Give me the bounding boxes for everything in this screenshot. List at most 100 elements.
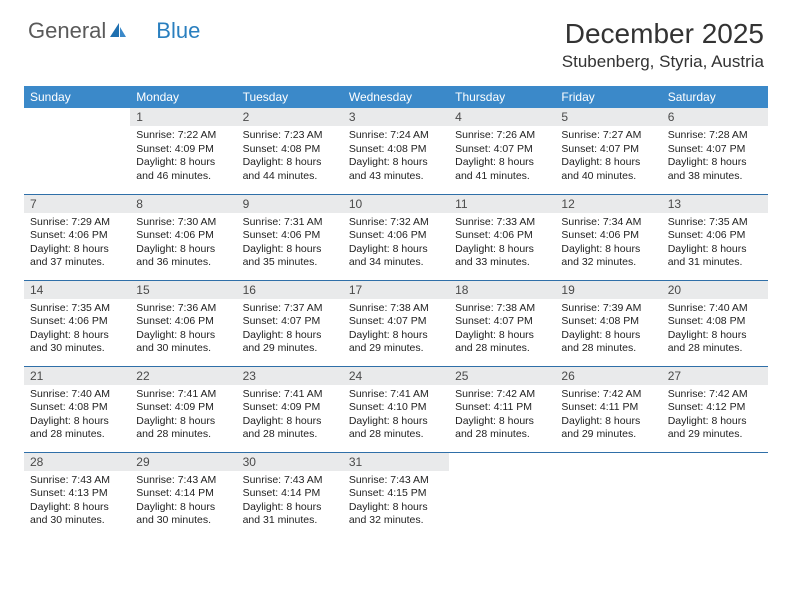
sunrise-text: Sunrise: 7:41 AM bbox=[349, 388, 443, 402]
day-number: 16 bbox=[237, 281, 343, 299]
daylight-text: Daylight: 8 hours and 30 minutes. bbox=[30, 329, 124, 356]
day-body: Sunrise: 7:43 AMSunset: 4:14 PMDaylight:… bbox=[130, 471, 236, 533]
sunset-text: Sunset: 4:07 PM bbox=[455, 143, 549, 157]
calendar-day-cell: 13Sunrise: 7:35 AMSunset: 4:06 PMDayligh… bbox=[662, 194, 768, 280]
calendar-week-row: 1Sunrise: 7:22 AMSunset: 4:09 PMDaylight… bbox=[24, 108, 768, 194]
sunset-text: Sunset: 4:09 PM bbox=[136, 401, 230, 415]
sunrise-text: Sunrise: 7:43 AM bbox=[30, 474, 124, 488]
sunrise-text: Sunrise: 7:28 AM bbox=[668, 129, 762, 143]
sunset-text: Sunset: 4:08 PM bbox=[561, 315, 655, 329]
calendar-day-cell bbox=[555, 452, 661, 538]
sunset-text: Sunset: 4:06 PM bbox=[136, 229, 230, 243]
sunset-text: Sunset: 4:07 PM bbox=[668, 143, 762, 157]
daylight-text: Daylight: 8 hours and 31 minutes. bbox=[243, 501, 337, 528]
daylight-text: Daylight: 8 hours and 37 minutes. bbox=[30, 243, 124, 270]
sunset-text: Sunset: 4:06 PM bbox=[30, 229, 124, 243]
sunset-text: Sunset: 4:08 PM bbox=[243, 143, 337, 157]
day-number: 2 bbox=[237, 108, 343, 126]
calendar-table: Sunday Monday Tuesday Wednesday Thursday… bbox=[24, 86, 768, 538]
calendar-day-cell: 9Sunrise: 7:31 AMSunset: 4:06 PMDaylight… bbox=[237, 194, 343, 280]
day-number: 13 bbox=[662, 195, 768, 213]
calendar-week-row: 28Sunrise: 7:43 AMSunset: 4:13 PMDayligh… bbox=[24, 452, 768, 538]
day-body: Sunrise: 7:41 AMSunset: 4:10 PMDaylight:… bbox=[343, 385, 449, 447]
daylight-text: Daylight: 8 hours and 28 minutes. bbox=[455, 415, 549, 442]
sunrise-text: Sunrise: 7:43 AM bbox=[243, 474, 337, 488]
calendar-day-cell: 11Sunrise: 7:33 AMSunset: 4:06 PMDayligh… bbox=[449, 194, 555, 280]
logo-text-blue: Blue bbox=[156, 18, 200, 44]
calendar-day-cell: 22Sunrise: 7:41 AMSunset: 4:09 PMDayligh… bbox=[130, 366, 236, 452]
daylight-text: Daylight: 8 hours and 35 minutes. bbox=[243, 243, 337, 270]
sunset-text: Sunset: 4:07 PM bbox=[455, 315, 549, 329]
sunset-text: Sunset: 4:11 PM bbox=[455, 401, 549, 415]
sunset-text: Sunset: 4:06 PM bbox=[243, 229, 337, 243]
calendar-day-cell: 4Sunrise: 7:26 AMSunset: 4:07 PMDaylight… bbox=[449, 108, 555, 194]
daylight-text: Daylight: 8 hours and 44 minutes. bbox=[243, 156, 337, 183]
sunset-text: Sunset: 4:14 PM bbox=[136, 487, 230, 501]
day-body: Sunrise: 7:22 AMSunset: 4:09 PMDaylight:… bbox=[130, 126, 236, 188]
day-body: Sunrise: 7:38 AMSunset: 4:07 PMDaylight:… bbox=[449, 299, 555, 361]
sunrise-text: Sunrise: 7:32 AM bbox=[349, 216, 443, 230]
day-body: Sunrise: 7:40 AMSunset: 4:08 PMDaylight:… bbox=[662, 299, 768, 361]
day-body: Sunrise: 7:29 AMSunset: 4:06 PMDaylight:… bbox=[24, 213, 130, 275]
day-body: Sunrise: 7:42 AMSunset: 4:11 PMDaylight:… bbox=[449, 385, 555, 447]
day-body: Sunrise: 7:27 AMSunset: 4:07 PMDaylight:… bbox=[555, 126, 661, 188]
calendar-day-cell: 3Sunrise: 7:24 AMSunset: 4:08 PMDaylight… bbox=[343, 108, 449, 194]
calendar-day-cell: 16Sunrise: 7:37 AMSunset: 4:07 PMDayligh… bbox=[237, 280, 343, 366]
day-number: 27 bbox=[662, 367, 768, 385]
sunset-text: Sunset: 4:08 PM bbox=[30, 401, 124, 415]
sunset-text: Sunset: 4:07 PM bbox=[561, 143, 655, 157]
day-number: 30 bbox=[237, 453, 343, 471]
daylight-text: Daylight: 8 hours and 46 minutes. bbox=[136, 156, 230, 183]
daylight-text: Daylight: 8 hours and 32 minutes. bbox=[561, 243, 655, 270]
daylight-text: Daylight: 8 hours and 38 minutes. bbox=[668, 156, 762, 183]
daylight-text: Daylight: 8 hours and 41 minutes. bbox=[455, 156, 549, 183]
sunrise-text: Sunrise: 7:33 AM bbox=[455, 216, 549, 230]
day-body: Sunrise: 7:39 AMSunset: 4:08 PMDaylight:… bbox=[555, 299, 661, 361]
weekday-header: Monday bbox=[130, 86, 236, 108]
calendar-day-cell: 24Sunrise: 7:41 AMSunset: 4:10 PMDayligh… bbox=[343, 366, 449, 452]
sunset-text: Sunset: 4:06 PM bbox=[136, 315, 230, 329]
sunrise-text: Sunrise: 7:26 AM bbox=[455, 129, 549, 143]
calendar-day-cell: 12Sunrise: 7:34 AMSunset: 4:06 PMDayligh… bbox=[555, 194, 661, 280]
day-number: 26 bbox=[555, 367, 661, 385]
weekday-header: Saturday bbox=[662, 86, 768, 108]
day-number: 28 bbox=[24, 453, 130, 471]
sunrise-text: Sunrise: 7:31 AM bbox=[243, 216, 337, 230]
daylight-text: Daylight: 8 hours and 32 minutes. bbox=[349, 501, 443, 528]
sunrise-text: Sunrise: 7:27 AM bbox=[561, 129, 655, 143]
calendar-day-cell: 1Sunrise: 7:22 AMSunset: 4:09 PMDaylight… bbox=[130, 108, 236, 194]
calendar-day-cell: 18Sunrise: 7:38 AMSunset: 4:07 PMDayligh… bbox=[449, 280, 555, 366]
day-number: 15 bbox=[130, 281, 236, 299]
day-number: 24 bbox=[343, 367, 449, 385]
daylight-text: Daylight: 8 hours and 36 minutes. bbox=[136, 243, 230, 270]
calendar-day-cell: 27Sunrise: 7:42 AMSunset: 4:12 PMDayligh… bbox=[662, 366, 768, 452]
day-body: Sunrise: 7:42 AMSunset: 4:12 PMDaylight:… bbox=[662, 385, 768, 447]
day-number: 7 bbox=[24, 195, 130, 213]
day-body: Sunrise: 7:34 AMSunset: 4:06 PMDaylight:… bbox=[555, 213, 661, 275]
logo: General Blue bbox=[28, 18, 200, 44]
day-body: Sunrise: 7:43 AMSunset: 4:14 PMDaylight:… bbox=[237, 471, 343, 533]
sunrise-text: Sunrise: 7:35 AM bbox=[30, 302, 124, 316]
daylight-text: Daylight: 8 hours and 28 minutes. bbox=[136, 415, 230, 442]
calendar-day-cell: 28Sunrise: 7:43 AMSunset: 4:13 PMDayligh… bbox=[24, 452, 130, 538]
title-location: Stubenberg, Styria, Austria bbox=[562, 52, 764, 72]
sunrise-text: Sunrise: 7:42 AM bbox=[455, 388, 549, 402]
daylight-text: Daylight: 8 hours and 34 minutes. bbox=[349, 243, 443, 270]
logo-sail-icon bbox=[108, 19, 128, 45]
sunset-text: Sunset: 4:15 PM bbox=[349, 487, 443, 501]
daylight-text: Daylight: 8 hours and 29 minutes. bbox=[349, 329, 443, 356]
logo-text-general: General bbox=[28, 18, 106, 44]
calendar-day-cell: 20Sunrise: 7:40 AMSunset: 4:08 PMDayligh… bbox=[662, 280, 768, 366]
calendar-day-cell: 21Sunrise: 7:40 AMSunset: 4:08 PMDayligh… bbox=[24, 366, 130, 452]
sunset-text: Sunset: 4:06 PM bbox=[30, 315, 124, 329]
calendar-day-cell: 10Sunrise: 7:32 AMSunset: 4:06 PMDayligh… bbox=[343, 194, 449, 280]
title-month: December 2025 bbox=[562, 18, 764, 50]
daylight-text: Daylight: 8 hours and 33 minutes. bbox=[455, 243, 549, 270]
calendar-day-cell: 30Sunrise: 7:43 AMSunset: 4:14 PMDayligh… bbox=[237, 452, 343, 538]
daylight-text: Daylight: 8 hours and 28 minutes. bbox=[455, 329, 549, 356]
day-number: 20 bbox=[662, 281, 768, 299]
sunrise-text: Sunrise: 7:37 AM bbox=[243, 302, 337, 316]
day-body: Sunrise: 7:31 AMSunset: 4:06 PMDaylight:… bbox=[237, 213, 343, 275]
sunrise-text: Sunrise: 7:42 AM bbox=[668, 388, 762, 402]
calendar-day-cell: 29Sunrise: 7:43 AMSunset: 4:14 PMDayligh… bbox=[130, 452, 236, 538]
